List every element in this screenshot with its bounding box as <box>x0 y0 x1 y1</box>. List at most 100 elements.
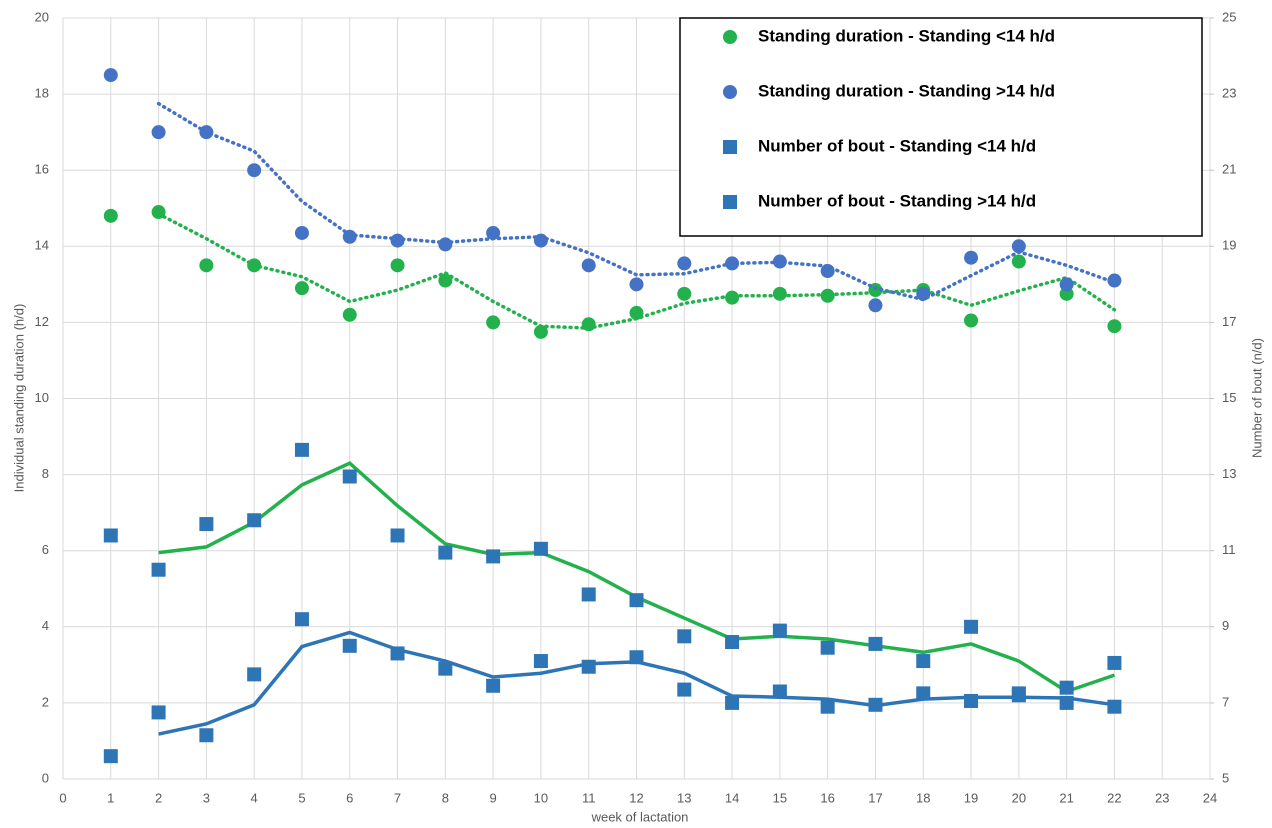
legend-marker <box>723 140 737 154</box>
data-point <box>151 705 166 720</box>
y2-tick-label: 23 <box>1222 86 1236 101</box>
data-point <box>1107 655 1122 670</box>
data-point <box>390 258 405 273</box>
data-point <box>486 678 501 693</box>
data-point <box>581 587 596 602</box>
y2-tick-label: 19 <box>1222 238 1236 253</box>
data-point <box>199 258 214 273</box>
data-point <box>294 281 309 296</box>
x-tick-label: 11 <box>582 790 596 805</box>
x-tick-label: 12 <box>629 790 643 805</box>
data-point <box>1107 273 1122 288</box>
data-point <box>390 528 405 543</box>
data-point <box>486 315 501 330</box>
data-point <box>629 650 644 665</box>
legend-box <box>679 17 1203 237</box>
data-point <box>868 636 883 651</box>
data-point <box>342 307 357 322</box>
data-point <box>1107 699 1122 714</box>
y-tick-label: 0 <box>42 770 49 785</box>
x-tick-label: 16 <box>820 790 834 805</box>
data-point <box>1011 239 1026 254</box>
data-point <box>151 562 166 577</box>
data-point <box>342 469 357 484</box>
data-point <box>725 256 740 271</box>
data-point <box>342 638 357 653</box>
data-point <box>868 697 883 712</box>
data-point <box>294 612 309 627</box>
y2-tick-label: 7 <box>1222 694 1229 709</box>
data-point <box>533 324 548 339</box>
legend-label: Number of bout - Standing >14 h/d <box>758 191 1036 210</box>
data-point <box>1059 695 1074 710</box>
x-tick-label: 15 <box>773 790 787 805</box>
data-point <box>581 258 596 273</box>
data-point <box>247 163 262 178</box>
x-tick-label: 13 <box>677 790 691 805</box>
data-point <box>820 288 835 303</box>
x-tick-label: 4 <box>251 790 258 805</box>
data-point <box>629 305 644 320</box>
y-tick-label: 14 <box>35 238 49 253</box>
y-tick-label: 16 <box>35 162 49 177</box>
data-point <box>1011 254 1026 269</box>
data-point <box>820 264 835 279</box>
data-point <box>1059 680 1074 695</box>
x-tick-label: 21 <box>1059 790 1073 805</box>
data-point <box>247 513 262 528</box>
data-point <box>103 208 118 223</box>
data-point <box>916 686 931 701</box>
trend-line <box>156 101 1117 302</box>
data-point <box>247 258 262 273</box>
data-point <box>438 237 453 252</box>
data-point <box>438 661 453 676</box>
data-point <box>103 749 118 764</box>
data-point <box>438 273 453 288</box>
data-point <box>581 659 596 674</box>
x-tick-label: 18 <box>916 790 930 805</box>
data-point <box>772 286 787 301</box>
data-point <box>486 549 501 564</box>
x-tick-label: 8 <box>442 790 449 805</box>
legend-marker <box>723 85 737 99</box>
x-tick-label: 6 <box>346 790 353 805</box>
legend-marker <box>723 30 737 44</box>
data-point <box>868 298 883 313</box>
y2-tick-label: 9 <box>1222 618 1229 633</box>
x-tick-label: 9 <box>490 790 497 805</box>
x-tick-label: 3 <box>203 790 210 805</box>
data-point <box>916 654 931 669</box>
x-tick-label: 17 <box>868 790 882 805</box>
data-point <box>390 646 405 661</box>
data-point <box>1059 277 1074 292</box>
data-point <box>772 684 787 699</box>
legend: Standing duration - Standing <14 h/d Stan… <box>679 17 1203 237</box>
data-point <box>199 728 214 743</box>
y-tick-label: 12 <box>35 314 49 329</box>
x-tick-label: 5 <box>298 790 305 805</box>
data-point <box>247 667 262 682</box>
legend-label: Number of bout - Standing <14 h/d <box>758 136 1036 155</box>
data-point <box>390 233 405 248</box>
data-point <box>533 233 548 248</box>
data-point <box>964 250 979 265</box>
data-point <box>103 528 118 543</box>
y2-axis-label: Number of bout (n/d) <box>1249 338 1264 458</box>
x-tick-label: 1 <box>107 790 114 805</box>
x-tick-label: 14 <box>725 790 739 805</box>
y-tick-label: 18 <box>35 86 49 101</box>
data-point <box>199 125 214 140</box>
data-point <box>629 277 644 292</box>
data-point <box>151 125 166 140</box>
data-point <box>820 640 835 655</box>
x-tick-label: 2 <box>155 790 162 805</box>
y2-tick-label: 11 <box>1222 542 1236 557</box>
y-tick-label: 8 <box>42 466 49 481</box>
data-point <box>342 229 357 244</box>
data-point <box>677 682 692 697</box>
y2-tick-label: 17 <box>1222 314 1236 329</box>
y2-tick-label: 5 <box>1222 770 1229 785</box>
x-tick-label: 10 <box>534 790 548 805</box>
legend-label: Standing duration - Standing <14 h/d <box>758 26 1055 45</box>
